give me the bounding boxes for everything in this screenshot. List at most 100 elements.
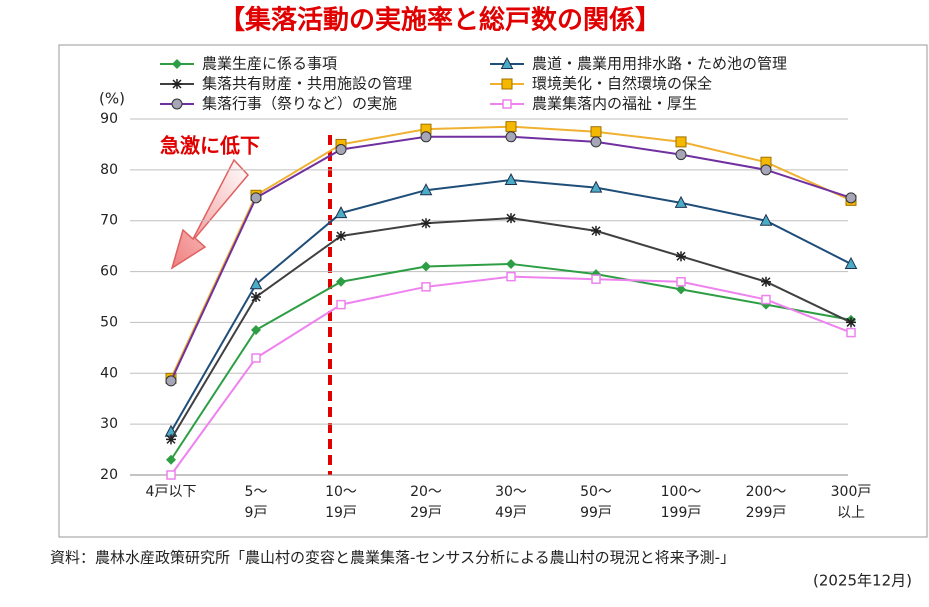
marker — [336, 276, 346, 287]
marker — [589, 180, 603, 193]
series-line — [170, 262, 852, 461]
marker — [335, 144, 347, 156]
annotation-arrow — [170, 158, 250, 270]
marker — [166, 454, 176, 465]
marker — [336, 230, 346, 241]
source-date: (2025年12月) — [813, 572, 912, 590]
marker — [500, 56, 514, 69]
x-tick-label: 49戸 — [495, 505, 527, 521]
y-tick-label: 30 — [100, 416, 118, 432]
marker — [251, 353, 261, 363]
marker — [421, 218, 431, 229]
x-tick-label: 5〜 — [245, 484, 268, 500]
marker — [249, 277, 263, 290]
x-tick-label: 以上 — [837, 505, 865, 521]
x-tick-label: 299戸 — [746, 505, 787, 521]
legend-label: 農道・農業用用排水路・ため池の管理 — [532, 55, 787, 73]
marker — [761, 294, 771, 305]
marker — [172, 79, 182, 89]
y-tick-label: 60 — [100, 264, 118, 280]
annotation: 急激に低下 — [160, 134, 260, 158]
marker — [676, 284, 686, 295]
series-line — [170, 125, 852, 379]
marker — [171, 98, 183, 110]
x-tick-label: 30〜 — [495, 484, 527, 500]
x-tick-label: 29戸 — [410, 505, 442, 521]
legend-label: 農業生産に係る事項 — [202, 55, 337, 73]
x-tick-label: 199戸 — [661, 505, 702, 521]
y-tick-label: 40 — [100, 365, 118, 381]
marker — [591, 225, 601, 236]
marker — [675, 149, 687, 161]
marker — [502, 99, 512, 109]
marker — [845, 192, 857, 204]
x-tick-label: 10〜 — [325, 484, 357, 500]
marker — [676, 251, 686, 262]
marker — [250, 192, 262, 204]
x-tick-label: 4戸以下 — [146, 484, 197, 500]
marker — [421, 282, 431, 292]
marker — [420, 131, 432, 143]
marker — [846, 317, 856, 328]
marker — [336, 299, 346, 310]
marker — [506, 213, 516, 224]
y-tick-label: 80 — [100, 162, 118, 178]
marker — [675, 136, 687, 148]
marker — [590, 136, 602, 148]
series — [166, 213, 856, 445]
marker — [419, 183, 433, 196]
y-tick-label: 70 — [100, 213, 118, 229]
marker — [165, 375, 177, 387]
series-line — [170, 217, 852, 440]
marker — [844, 256, 858, 269]
marker — [760, 164, 772, 176]
series — [165, 131, 857, 387]
marker — [591, 274, 601, 284]
chart-frame — [58, 44, 928, 538]
marker — [761, 276, 771, 287]
marker — [504, 172, 518, 186]
series — [164, 172, 858, 437]
marker — [421, 261, 431, 272]
marker — [501, 78, 513, 90]
marker — [506, 258, 516, 269]
series — [166, 258, 856, 465]
y-tick-label: 20 — [100, 467, 118, 483]
marker — [251, 292, 261, 302]
y-axis-label: (%) — [99, 90, 125, 108]
marker — [590, 126, 602, 138]
marker — [251, 325, 261, 336]
series — [166, 271, 856, 480]
marker — [172, 59, 182, 69]
x-tick-label: 200〜 — [746, 484, 787, 500]
chart-title: 【集落活動の実施率と総戸数の関係】 — [219, 5, 661, 36]
x-tick-label: 99戸 — [580, 505, 612, 521]
legend-label: 集落行事（祭りなど）の実施 — [202, 95, 397, 113]
y-tick-label: 50 — [100, 314, 118, 330]
x-tick-label: 100〜 — [661, 484, 702, 500]
x-tick-label: 20〜 — [410, 484, 442, 500]
source: 資料：農林水産政策研究所「農山村の変容と農業集落-センサス分析による農山村の現況… — [50, 549, 735, 567]
legend-label: 農業集落内の福祉・厚生 — [532, 95, 697, 113]
x-tick-label: 9戸 — [245, 505, 268, 521]
series-line — [170, 275, 852, 476]
marker — [506, 271, 516, 282]
x-tick-label: 300戸 — [831, 484, 872, 500]
marker — [674, 195, 688, 208]
x-tick-label: 19戸 — [325, 505, 357, 521]
y-tick-label: 90 — [100, 111, 118, 127]
marker — [505, 121, 517, 133]
marker — [166, 434, 176, 445]
marker — [759, 213, 773, 226]
marker — [505, 131, 517, 143]
marker — [846, 327, 856, 338]
legend-label: 集落共有財産・共用施設の管理 — [202, 75, 412, 93]
legend-label: 環境美化・自然環境の保全 — [532, 75, 712, 93]
marker — [166, 470, 176, 480]
marker — [676, 276, 686, 287]
marker — [334, 206, 348, 219]
series — [165, 121, 857, 384]
x-tick-label: 50〜 — [580, 484, 612, 500]
